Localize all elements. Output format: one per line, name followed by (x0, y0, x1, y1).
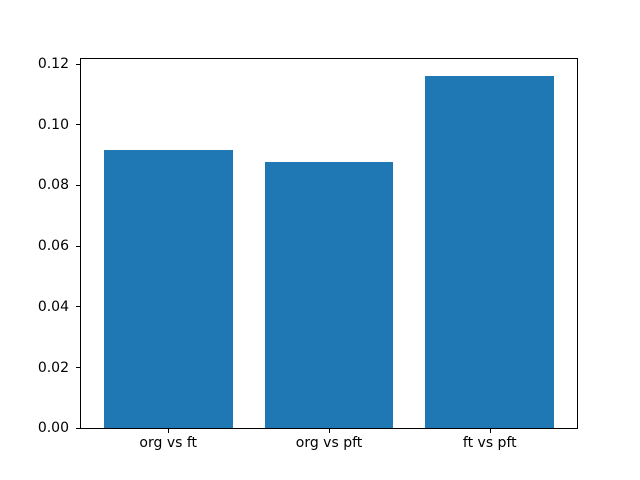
y-tick-label: 0.06 (37, 238, 69, 255)
y-tick-label: 0.12 (37, 56, 69, 73)
x-tick-label: org vs pft (295, 435, 363, 452)
x-tick-label: ft vs pft (462, 435, 517, 452)
axes-frame: org vs ft org vs pft ft vs pft 0.00 0.02 0.04… (38, 57, 578, 450)
y-tick-label: 0.04 (37, 298, 69, 315)
bar-ft-vs-pft (425, 75, 555, 429)
y-tick-mark (76, 367, 80, 368)
plot-area: org vs ft org vs pft ft vs pft 0.00 0.02 0.04… (38, 57, 577, 450)
y-tick-mark (76, 245, 80, 247)
y-tick-label: 0.08 (37, 177, 69, 194)
bar-org-vs-pft (264, 161, 394, 429)
y-tick-mark (76, 184, 80, 186)
bar-org-vs-ft (103, 150, 233, 429)
y-tick-label: 0.02 (37, 359, 69, 376)
y-tick-label: 0.00 (37, 420, 69, 437)
y-tick-mark (76, 124, 80, 126)
y-tick-mark (76, 63, 80, 65)
x-tick-mark (329, 429, 330, 434)
y-tick-mark (76, 427, 80, 429)
x-tick-mark (489, 429, 491, 434)
y-tick-label: 0.10 (37, 116, 69, 133)
x-tick-mark (168, 429, 170, 434)
y-tick-mark (76, 306, 80, 308)
x-tick-label: org vs ft (139, 435, 198, 452)
